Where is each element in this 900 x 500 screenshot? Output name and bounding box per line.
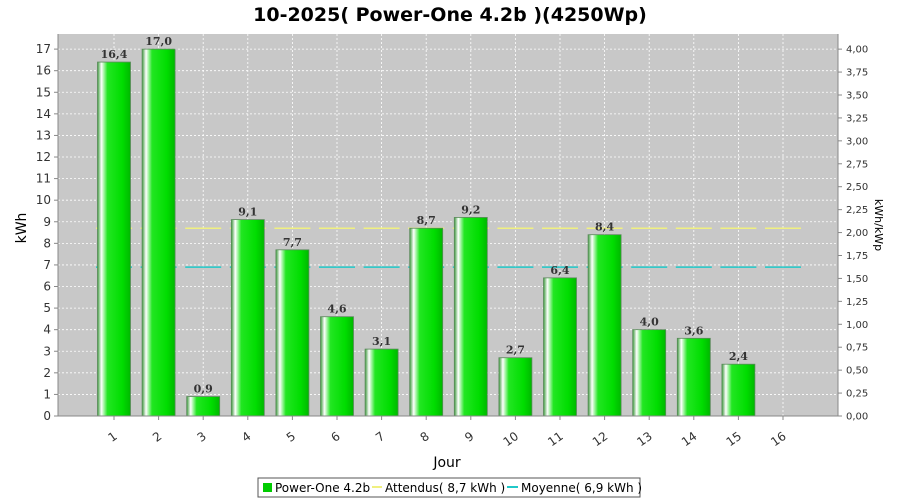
x-tick-label: 6 xyxy=(328,429,342,445)
y2-tick-label: 3,75 xyxy=(846,68,868,79)
x-tick-label: 11 xyxy=(545,429,566,449)
y2-tick-label: 2,00 xyxy=(846,228,868,239)
y2-tick-label: 3,25 xyxy=(846,113,868,124)
y-tick-label: 17 xyxy=(36,42,51,56)
y2-tick-label: 1,25 xyxy=(846,297,868,308)
legend-label: Moyenne( 6,9 kWh ) xyxy=(521,481,642,495)
y2-tick-label: 2,75 xyxy=(846,159,868,170)
y-tick-label: 12 xyxy=(36,150,51,164)
y2-tick-label: 0,50 xyxy=(846,366,868,377)
y-tick-label: 0 xyxy=(43,409,51,423)
chart-title: 10-2025( Power-One 4.2b )(4250Wp) xyxy=(253,4,647,26)
bar xyxy=(721,363,756,417)
grid-lines xyxy=(58,34,838,417)
data-label: 3,1 xyxy=(372,335,391,348)
data-label: 4,0 xyxy=(640,316,659,329)
bar xyxy=(320,316,354,417)
bar xyxy=(453,217,488,417)
data-label: 9,2 xyxy=(461,203,480,216)
x-tick-label: 16 xyxy=(768,429,789,449)
x-tick-label: 1 xyxy=(105,429,119,445)
bar xyxy=(275,249,310,417)
y2-tick-label: 3,00 xyxy=(846,136,868,147)
x-tick-label: 2 xyxy=(150,429,164,445)
x-tick-label: 7 xyxy=(373,429,387,445)
y-tick-label: 10 xyxy=(36,193,51,207)
legend-label: Attendus( 8,7 kWh ) xyxy=(385,481,505,495)
y-tick-label: 9 xyxy=(43,215,51,229)
y-tick-label: 2 xyxy=(43,366,51,380)
data-label: 6,4 xyxy=(550,264,569,277)
x-tick-label: 13 xyxy=(634,429,655,449)
bar xyxy=(186,396,221,417)
x-tick-label: 5 xyxy=(284,429,298,445)
y-tick-label: 5 xyxy=(43,301,51,315)
y2-axis-title: kWh/kWp xyxy=(872,199,885,251)
y2-tick-label: 2,25 xyxy=(846,205,868,216)
data-label: 7,7 xyxy=(283,236,302,249)
y2-tick-label: 3,50 xyxy=(846,90,868,101)
data-label: 2,7 xyxy=(506,344,525,357)
bar xyxy=(498,357,533,417)
data-label: 3,6 xyxy=(684,324,703,337)
y-tick-label: 11 xyxy=(36,172,51,186)
y-tick-label: 8 xyxy=(43,236,51,250)
bar xyxy=(587,234,622,417)
bar xyxy=(543,277,577,417)
bar xyxy=(97,61,131,417)
y-tick-label: 13 xyxy=(36,128,51,142)
y2-tick-label: 0,00 xyxy=(846,412,868,423)
x-tick-label: 8 xyxy=(418,429,432,445)
legend: Power-One 4.2b Attendus( 8,7 kWh ) Moyenne… xyxy=(257,477,642,498)
y2-tick-label: 0,75 xyxy=(846,343,868,354)
y2-tick-label: 4,00 xyxy=(846,45,868,56)
y2-tick-label: 2,50 xyxy=(846,182,868,193)
bar xyxy=(141,48,176,417)
y2-tick-label: 1,00 xyxy=(846,320,868,331)
x-tick-label: 15 xyxy=(724,429,745,449)
y-tick-label: 6 xyxy=(43,280,51,294)
bar xyxy=(676,337,711,417)
data-label: 16,4 xyxy=(101,48,128,61)
bar xyxy=(364,348,399,417)
y2-tick-label: 1,75 xyxy=(846,251,868,262)
x-axis-title: Jour xyxy=(432,455,461,471)
data-label: 4,6 xyxy=(327,303,346,316)
x-tick-label: 3 xyxy=(195,429,209,445)
data-label: 8,7 xyxy=(417,214,436,227)
x-tick-label: 12 xyxy=(590,429,611,449)
data-label: 8,4 xyxy=(595,221,614,234)
x-tick-label: 14 xyxy=(679,429,700,449)
bar xyxy=(632,329,667,417)
data-label: 17,0 xyxy=(145,35,172,48)
y-tick-label: 4 xyxy=(43,323,51,337)
bar-series xyxy=(97,48,756,417)
legend-swatch-bar xyxy=(263,483,272,492)
x-tick-label: 10 xyxy=(501,429,522,449)
data-labels: 16,4 17,0 0,9 9,1 7,7 4,6 3,1 8,7 9,2 2,7 6,4 8,4 4,… xyxy=(101,35,749,395)
y2-tick-label: 1,50 xyxy=(846,274,868,285)
y-tick-label: 3 xyxy=(43,344,51,358)
bar xyxy=(230,219,265,417)
y-tick-label: 7 xyxy=(43,258,51,272)
x-tick-label: 9 xyxy=(462,429,476,445)
data-label: 0,9 xyxy=(194,383,213,396)
legend-box xyxy=(257,477,641,498)
y2-tick-label: 0,25 xyxy=(846,389,868,400)
x-tick-label: 4 xyxy=(239,429,253,445)
y-tick-label: 15 xyxy=(36,85,51,99)
y-tick-label: 1 xyxy=(43,387,51,401)
y-axis-title: kWh xyxy=(14,213,30,244)
y-tick-label: 16 xyxy=(36,64,51,78)
bar xyxy=(409,227,444,417)
legend-label: Power-One 4.2b xyxy=(275,481,370,495)
y-tick-label: 14 xyxy=(36,107,51,121)
data-label: 9,1 xyxy=(238,206,257,219)
data-label: 2,4 xyxy=(729,350,748,363)
